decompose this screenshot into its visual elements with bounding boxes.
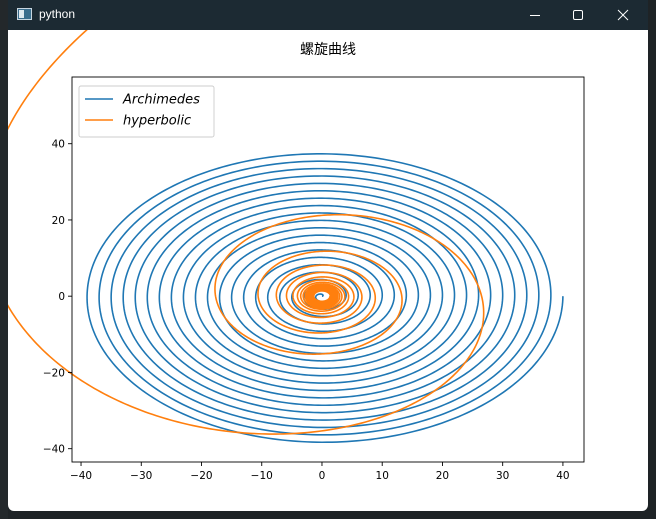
close-button[interactable] [600, 0, 646, 30]
maximize-button[interactable] [555, 0, 601, 30]
figure-window: python 螺旋曲线 −40 −30 −20 −10 0 10 20 30 40 −40 −20 0… [8, 0, 648, 511]
x-tick-label: 10 [376, 470, 389, 482]
y-tick-label: −40 [43, 444, 65, 456]
x-tick-label: −20 [190, 470, 212, 482]
legend-label-hyperbolic: hyperbolic [123, 114, 191, 129]
window-title: python [39, 7, 76, 21]
python-figure-icon [17, 8, 32, 20]
maximize-icon [573, 10, 583, 20]
title-bar[interactable]: python [8, 0, 648, 30]
legend: Archimedes hyperbolic [78, 85, 215, 138]
y-tick-label: 20 [52, 215, 65, 227]
axes-frame [71, 76, 585, 463]
minimize-button[interactable] [512, 0, 558, 30]
figure-canvas: 螺旋曲线 −40 −30 −20 −10 0 10 20 30 40 −40 −20 0 20 40 Ar… [8, 0, 648, 511]
background-terminal-strip [0, 0, 8, 519]
close-icon [617, 9, 629, 21]
x-tick-label: −10 [251, 470, 273, 482]
x-tick-label: 30 [496, 470, 509, 482]
series-line-archimedes [86, 153, 564, 444]
minimize-icon [530, 15, 540, 16]
y-tick-label: −20 [43, 367, 65, 379]
x-tick-label: 20 [436, 470, 449, 482]
y-tick-label: 40 [52, 139, 65, 151]
x-tick-label: −40 [70, 470, 92, 482]
series-line-hyperbolic [8, 0, 485, 435]
x-tick-label: 0 [319, 470, 326, 482]
x-tick-label: 40 [556, 470, 569, 482]
y-tick-label: 0 [58, 291, 65, 303]
chart-title: 螺旋曲线 [300, 42, 356, 58]
legend-label-archimedes: Archimedes [122, 93, 200, 108]
x-tick-label: −30 [130, 470, 152, 482]
chart-svg: 螺旋曲线 −40 −30 −20 −10 0 10 20 30 40 −40 −20 0 20 40 Ar… [8, 0, 585, 482]
